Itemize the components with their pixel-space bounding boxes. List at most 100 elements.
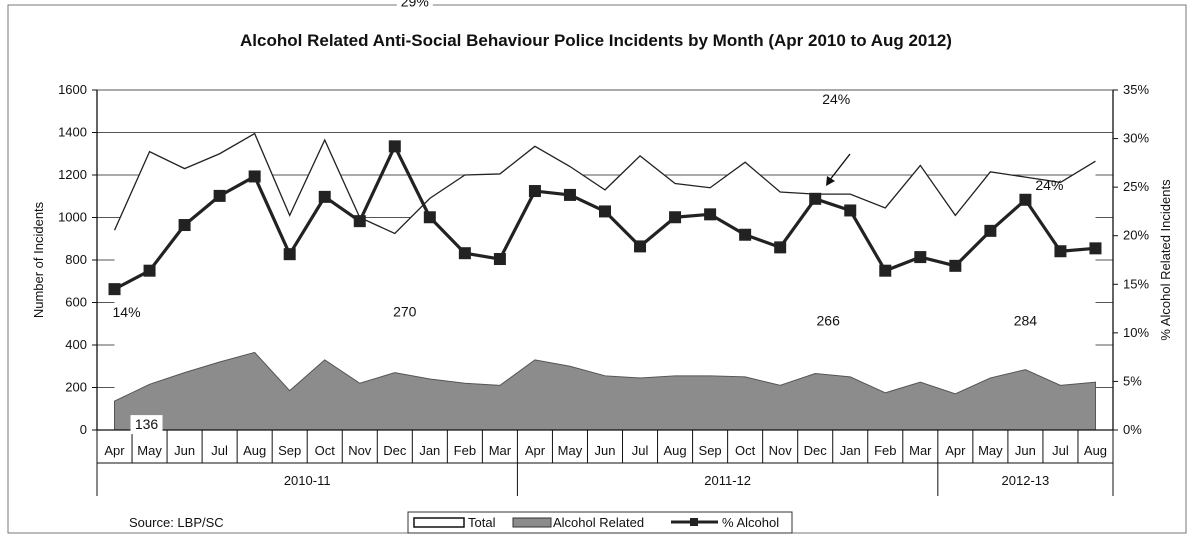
x-tick-label: Dec [804, 443, 828, 458]
x-group-label: 2011-12 [704, 473, 751, 488]
x-tick-label: Sep [699, 443, 722, 458]
x-tick-label: Nov [348, 443, 372, 458]
arrow-annotation [826, 153, 851, 186]
data-label: 24% [1035, 177, 1063, 193]
x-group-label: 2010-11 [284, 473, 331, 488]
y-tick-label: 0 [80, 422, 87, 437]
y2-tick-label: 35% [1123, 82, 1149, 97]
percent-point [423, 211, 436, 224]
y2-tick-label: 10% [1123, 325, 1149, 340]
x-tick-label: Mar [909, 443, 932, 458]
percent-point [669, 211, 682, 224]
y-tick-label: 1200 [58, 167, 87, 182]
legend-box [407, 511, 793, 534]
x-tick-label: Feb [874, 443, 896, 458]
percent-point [1054, 245, 1067, 258]
x-tick-label: Aug [243, 443, 266, 458]
y2-tick-label: 25% [1123, 179, 1149, 194]
x-tick-label: Apr [525, 443, 546, 458]
x-tick-label: Jan [419, 443, 440, 458]
percent-point [879, 264, 892, 277]
percent-point [774, 241, 787, 254]
x-tick-label: Jun [1015, 443, 1036, 458]
percent-point [563, 188, 576, 201]
percent-point [213, 189, 226, 202]
percent-point [844, 204, 857, 217]
legend-marker-percent [690, 518, 698, 526]
y2-tick-label: 30% [1123, 131, 1149, 146]
annotation-bg [130, 415, 163, 435]
data-label: 29% [401, 0, 429, 9]
y2-tick-label: 0% [1123, 422, 1142, 437]
x-tick-label: Aug [1084, 443, 1107, 458]
x-tick-label: Jun [174, 443, 195, 458]
percent-point [599, 205, 611, 218]
x-tick-label: Jul [211, 443, 228, 458]
x-tick-label: Jan [840, 443, 861, 458]
percent-point [178, 219, 191, 232]
y-tick-label: 1000 [58, 210, 87, 225]
legend-swatch-alcohol [512, 517, 552, 528]
y2-axis-ticks: 0% 5% 10% 15% 20% 25% 30% 35% [1113, 82, 1149, 437]
data-label: 284 [1014, 313, 1038, 329]
legend: Total Alcohol Related % Alcohol [407, 511, 793, 534]
percent-point [283, 248, 296, 261]
data-label: 270 [393, 304, 417, 320]
series-percent-alcohol [108, 140, 1102, 296]
data-label: 266 [817, 312, 841, 328]
x-tick-label: Jul [1052, 443, 1069, 458]
y-tick-label: 400 [65, 337, 87, 352]
percent-point [318, 190, 331, 203]
legend-label-alcohol: Alcohol Related [553, 515, 644, 530]
percent-point [458, 247, 471, 260]
y2-tick-label: 15% [1123, 276, 1149, 291]
chart-title: Alcohol Related Anti-Social Behaviour Po… [240, 31, 952, 50]
y-tick-label: 200 [65, 380, 87, 395]
x-tick-label: Dec [383, 443, 407, 458]
data-label: 136 [135, 416, 159, 432]
percent-point [914, 251, 927, 264]
x-tick-label: Jul [632, 443, 649, 458]
x-tick-label: Oct [735, 443, 756, 458]
y-tick-label: 1600 [58, 82, 87, 97]
y2-tick-label: 5% [1123, 373, 1142, 388]
percent-point [1019, 193, 1032, 206]
line-total [113, 132, 1096, 235]
data-label: 24% [822, 91, 850, 107]
legend-swatch-total [413, 517, 465, 528]
y2-tick-label: 20% [1123, 228, 1149, 243]
x-axis-ticks: Apr May Jun Jul Aug Sep Oct Nov Dec Jan Feb Mar Apr M… [96, 430, 1114, 464]
x-tick-label: Mar [489, 443, 512, 458]
y-tick-label: 600 [65, 295, 87, 310]
legend-label-percent: % Alcohol [722, 515, 779, 530]
x-tick-label: Jun [595, 443, 616, 458]
area-alcohol-fill [114, 351, 1096, 431]
annotation-bg [818, 90, 855, 109]
x-tick-label: May [978, 443, 1003, 458]
annotations: 14% 136 29% 270 24% 266 24% 284 [113, 0, 1063, 435]
legend-label-total: Total [468, 515, 496, 530]
x-tick-label: Feb [454, 443, 476, 458]
percent-point [493, 253, 506, 266]
percent-point [704, 208, 717, 221]
percent-point [388, 140, 401, 153]
data-label: 14% [113, 304, 141, 320]
percent-point [984, 224, 997, 237]
percent-point [1089, 242, 1102, 255]
percent-point [739, 228, 752, 241]
x-tick-label: May [137, 443, 162, 458]
x-group-label: 2012-13 [1002, 473, 1050, 488]
x-axis-groups: 2010-11 2011-12 2012-13 [96, 463, 1114, 496]
x-tick-label: Oct [315, 443, 336, 458]
percent-point [353, 215, 366, 228]
y-tick-label: 1400 [58, 125, 87, 140]
x-tick-label: May [558, 443, 583, 458]
annotation-bg [396, 0, 433, 12]
series-alcohol-related [114, 351, 1096, 431]
y-axis-label: Number of Incidents [31, 201, 46, 318]
y-tick-label: 800 [65, 252, 87, 267]
x-tick-label: Nov [769, 443, 793, 458]
x-tick-label: Apr [945, 443, 966, 458]
percent-point [949, 259, 962, 272]
